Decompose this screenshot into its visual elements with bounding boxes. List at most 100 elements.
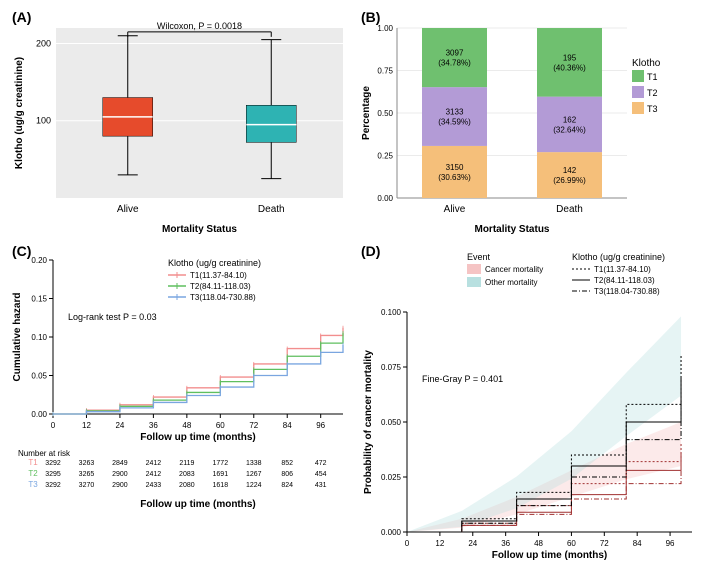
svg-text:200: 200 <box>36 38 51 48</box>
hazard-line <box>53 328 343 414</box>
svg-text:Alive: Alive <box>117 204 139 215</box>
svg-text:3133: 3133 <box>446 108 464 117</box>
svg-text:0.025: 0.025 <box>381 473 402 482</box>
svg-text:T1(11.37-84.10): T1(11.37-84.10) <box>594 265 651 274</box>
svg-text:Follow up time (months): Follow up time (months) <box>492 550 608 561</box>
svg-text:1338: 1338 <box>246 460 262 467</box>
svg-text:(C): (C) <box>12 243 31 259</box>
svg-text:2900: 2900 <box>112 471 128 478</box>
svg-text:2412: 2412 <box>146 471 162 478</box>
svg-text:48: 48 <box>534 539 543 548</box>
svg-text:2083: 2083 <box>179 471 195 478</box>
svg-text:Mortality Status: Mortality Status <box>474 224 549 235</box>
svg-text:Follow up time (months): Follow up time (months) <box>140 432 256 443</box>
svg-text:12: 12 <box>82 421 91 430</box>
svg-text:(B): (B) <box>361 9 380 25</box>
panel-label-a: (A) <box>12 9 31 25</box>
svg-text:0.100: 0.100 <box>381 308 402 317</box>
svg-text:Alive: Alive <box>444 204 466 215</box>
svg-text:3295: 3295 <box>45 471 61 478</box>
svg-text:T2(84.11-118.03): T2(84.11-118.03) <box>594 276 655 285</box>
svg-text:3097: 3097 <box>446 49 464 58</box>
svg-text:3263: 3263 <box>79 460 95 467</box>
svg-text:0.10: 0.10 <box>31 333 47 342</box>
svg-text:T3: T3 <box>647 104 658 114</box>
svg-text:Mortality Status: Mortality Status <box>162 224 237 235</box>
svg-text:72: 72 <box>249 421 258 430</box>
svg-text:142: 142 <box>563 166 577 175</box>
svg-text:Klotho (ug/g creatinine): Klotho (ug/g creatinine) <box>14 57 25 169</box>
svg-text:0.50: 0.50 <box>377 109 393 118</box>
svg-text:3150: 3150 <box>446 163 464 172</box>
svg-text:12: 12 <box>435 539 444 548</box>
svg-text:431: 431 <box>315 482 327 489</box>
panel-b: 0.000.250.500.751.003150(30.63%)3133(34.… <box>357 8 702 238</box>
svg-text:1618: 1618 <box>213 482 229 489</box>
svg-text:1.00: 1.00 <box>377 24 393 33</box>
svg-text:Other mortality: Other mortality <box>485 278 537 287</box>
svg-text:Klotho (ug/g creatinine): Klotho (ug/g creatinine) <box>572 252 665 262</box>
svg-text:0: 0 <box>51 421 56 430</box>
svg-text:(26.99%): (26.99%) <box>553 176 586 185</box>
hazard-line <box>53 333 343 414</box>
svg-text:Cancer mortality: Cancer mortality <box>485 265 543 274</box>
svg-text:T2: T2 <box>647 88 658 98</box>
svg-text:2849: 2849 <box>112 460 128 467</box>
hazard-line <box>53 345 343 414</box>
svg-text:Follow up time (months): Follow up time (months) <box>140 499 256 510</box>
svg-text:100: 100 <box>36 116 51 126</box>
svg-text:Probability of cancer mortalit: Probability of cancer mortality <box>363 350 374 494</box>
finegray-annotation: Fine-Gray P = 0.401 <box>422 374 503 384</box>
svg-text:36: 36 <box>501 539 510 548</box>
svg-text:Klotho (ug/g creatinine): Klotho (ug/g creatinine) <box>168 258 261 268</box>
wilcoxon-annotation: Wilcoxon, P = 0.0018 <box>157 21 242 31</box>
svg-text:3270: 3270 <box>79 482 95 489</box>
svg-text:T1: T1 <box>647 72 658 82</box>
svg-text:0.075: 0.075 <box>381 363 402 372</box>
svg-text:T2(84.11-118.03): T2(84.11-118.03) <box>190 282 251 291</box>
svg-text:2433: 2433 <box>146 482 162 489</box>
svg-text:195: 195 <box>563 53 577 62</box>
svg-text:3265: 3265 <box>79 471 95 478</box>
svg-text:Klotho: Klotho <box>632 58 661 69</box>
svg-text:T3: T3 <box>28 480 38 489</box>
svg-text:3292: 3292 <box>45 460 61 467</box>
svg-text:0.15: 0.15 <box>31 295 47 304</box>
svg-text:0.000: 0.000 <box>381 528 402 537</box>
svg-text:60: 60 <box>216 421 225 430</box>
logrank-annotation: Log-rank test P = 0.03 <box>68 312 157 322</box>
svg-text:2080: 2080 <box>179 482 195 489</box>
svg-text:(34.78%): (34.78%) <box>438 59 471 68</box>
svg-text:2412: 2412 <box>146 460 162 467</box>
svg-text:0.05: 0.05 <box>31 372 47 381</box>
svg-text:T3(118.04-730.88): T3(118.04-730.88) <box>594 287 660 296</box>
svg-text:472: 472 <box>315 460 327 467</box>
svg-text:(D): (D) <box>361 243 380 259</box>
svg-text:0: 0 <box>405 539 410 548</box>
svg-text:24: 24 <box>115 421 124 430</box>
svg-text:0.00: 0.00 <box>31 410 47 419</box>
svg-text:84: 84 <box>633 539 642 548</box>
svg-text:Death: Death <box>258 204 285 215</box>
svg-text:T3(118.04-730.88): T3(118.04-730.88) <box>190 293 256 302</box>
svg-text:(30.63%): (30.63%) <box>438 173 471 182</box>
svg-text:0.75: 0.75 <box>377 67 393 76</box>
svg-text:806: 806 <box>281 471 293 478</box>
svg-text:T2: T2 <box>28 469 38 478</box>
svg-text:(32.64%): (32.64%) <box>553 125 586 134</box>
svg-text:Percentage: Percentage <box>361 86 372 140</box>
svg-text:1772: 1772 <box>213 460 229 467</box>
svg-text:Cumulative hazard: Cumulative hazard <box>12 293 23 382</box>
svg-text:(34.59%): (34.59%) <box>438 118 471 127</box>
svg-text:454: 454 <box>315 471 327 478</box>
svg-text:36: 36 <box>149 421 158 430</box>
svg-text:24: 24 <box>468 539 477 548</box>
svg-text:84: 84 <box>283 421 292 430</box>
svg-text:96: 96 <box>666 539 675 548</box>
svg-text:1224: 1224 <box>246 482 262 489</box>
svg-text:Death: Death <box>556 204 583 215</box>
svg-text:Number at risk: Number at risk <box>18 449 71 458</box>
svg-text:1267: 1267 <box>246 471 262 478</box>
svg-text:96: 96 <box>316 421 325 430</box>
svg-text:852: 852 <box>281 460 293 467</box>
